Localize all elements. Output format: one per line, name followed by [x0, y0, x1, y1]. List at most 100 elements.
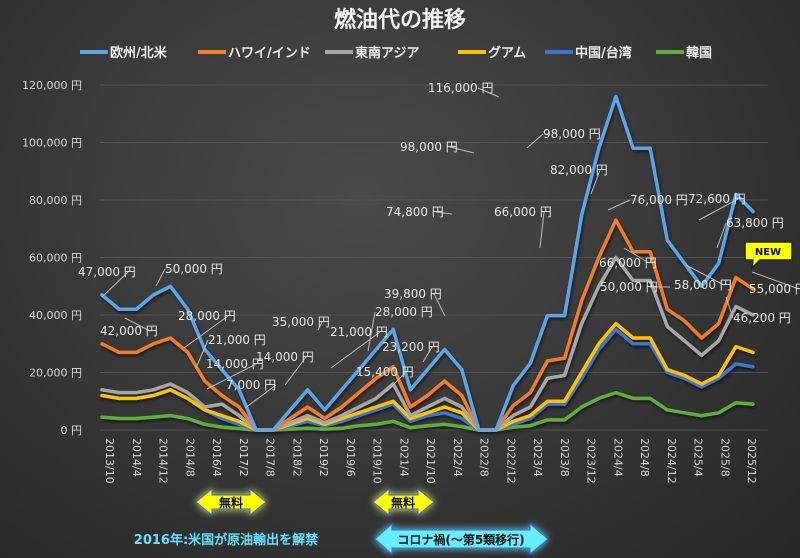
y-axis: 0 円 20,000 円 40,000 円 60,000 円 80,000 円 100,0… — [22, 79, 82, 437]
series-lines — [100, 94, 755, 432]
legend-label: 東南アジア — [355, 45, 419, 61]
x-tick-label: 2025/12 — [745, 438, 758, 484]
data-label: 39,800 円 — [384, 287, 442, 301]
data-label: 15,400 円 — [356, 365, 414, 379]
data-label-leader — [206, 363, 257, 390]
data-label: 7,000 円 — [226, 378, 276, 392]
free-label-2016: 無料 — [219, 495, 243, 510]
data-label: 55,000 円 — [749, 282, 800, 296]
data-labels: 47,000 円 42,000 円 50,000 円 28,000 円 21,000 円… — [78, 81, 800, 392]
x-tick-label: 2022/4 — [451, 438, 464, 477]
data-label: 98,000 円 — [400, 140, 458, 154]
data-label-leader — [155, 268, 166, 287]
y-tick-label: 40,000 円 — [29, 309, 82, 322]
data-label-leader — [449, 146, 475, 154]
x-tick-label: 2019/2 — [317, 438, 330, 477]
data-label-leader — [422, 346, 433, 363]
data-label: 21,000 円 — [330, 325, 388, 339]
data-label-leader — [623, 247, 650, 264]
data-label-leader — [367, 311, 376, 352]
x-tick-label: 2021/10 — [424, 438, 437, 484]
data-label-leader — [330, 331, 381, 369]
data-label-leader — [725, 296, 734, 319]
x-tick-label: 2017/8 — [264, 438, 277, 477]
data-label-leader — [183, 315, 229, 349]
data-label-leaders — [101, 87, 800, 409]
x-tick-label: 2014/8 — [183, 438, 196, 477]
new-badge: NEW — [744, 241, 793, 271]
series-line — [100, 255, 755, 432]
data-label-leader — [751, 271, 800, 290]
legend-label: ハワイ/インド — [228, 46, 311, 61]
x-tick-label: 2022/8 — [478, 438, 491, 477]
data-label: 14,000 円 — [206, 357, 264, 371]
data-label-leader — [433, 293, 446, 317]
data-label: 50,000 円 — [600, 280, 658, 294]
data-label: 47,000 円 — [78, 265, 136, 279]
x-tick-label: 2022/12 — [504, 438, 517, 484]
x-tick-label: 2024/4 — [611, 438, 624, 477]
x-tick-label: 2025/4 — [692, 438, 705, 477]
data-label-leader — [477, 87, 500, 98]
free-arrow-2020 — [372, 487, 435, 517]
legend-label: 韓国 — [686, 45, 712, 61]
legend: 欧州/北米 ハワイ/インド 東南アジア グアム 中国/台湾 韓国 — [80, 45, 712, 61]
data-label: 14,000 円 — [256, 350, 314, 364]
data-label: 28,000 円 — [375, 305, 433, 319]
data-label: 82,000 円 — [550, 163, 608, 177]
data-label: 28,000 円 — [178, 309, 236, 323]
data-label-leader — [124, 317, 151, 332]
data-label: 72,600 円 — [688, 192, 746, 206]
data-label-leader — [539, 211, 545, 249]
y-tick-label: 60,000 円 — [29, 252, 82, 265]
data-label-leader — [385, 371, 407, 393]
data-label: 42,000 円 — [100, 324, 158, 338]
data-label: 66,000 円 — [494, 205, 552, 219]
y-tick-label: 100,000 円 — [22, 137, 82, 150]
x-tick-label: 2023/12 — [585, 438, 598, 484]
data-label: 98,000 円 — [543, 127, 601, 141]
free-arrow-2016 — [195, 487, 267, 517]
x-tick-label: 2021/4 — [397, 438, 410, 477]
data-label: 46,200 円 — [733, 311, 791, 325]
data-label-leader — [607, 199, 631, 211]
x-tick-label: 2018/2 — [290, 438, 303, 477]
data-label-leader — [435, 211, 453, 215]
data-label-leader — [526, 133, 544, 149]
x-tick-label: 2019/10 — [371, 438, 384, 484]
x-axis: 2013/10 2014/4 2014/12 2014/8 2016/4 2017/2 20… — [103, 438, 758, 484]
data-label: 35,000 円 — [272, 315, 330, 329]
legend-label: グアム — [488, 45, 526, 61]
data-label-leader — [590, 169, 601, 195]
data-label: 66,000 円 — [599, 256, 657, 270]
data-label: 63,800 円 — [726, 216, 784, 230]
data-label-leader — [195, 339, 209, 369]
new-badge-text: NEW — [755, 247, 781, 258]
chart-title: 燃油代の推移 — [334, 7, 466, 33]
covid-label: コロナ禍(〜第5類移行) — [397, 532, 524, 547]
data-label: 50,000 円 — [165, 262, 223, 276]
data-label: 23,200 円 — [382, 340, 440, 354]
y-tick-label: 20,000 円 — [29, 367, 82, 380]
x-tick-label: 2019/6 — [344, 438, 357, 477]
x-tick-label: 2023/8 — [558, 438, 571, 477]
data-label-leader — [685, 264, 725, 286]
data-label-leader — [284, 356, 307, 386]
gridlines — [100, 84, 768, 431]
data-label: 116,000 円 — [428, 81, 493, 95]
free-label-2020: 無料 — [391, 495, 415, 510]
series-line — [100, 390, 755, 432]
series-line — [100, 94, 755, 432]
legend-label: 中国/台湾 — [575, 45, 632, 61]
y-tick-label: 120,000 円 — [22, 79, 82, 92]
x-tick-label: 2023/4 — [531, 438, 544, 477]
data-label: 74,800 円 — [386, 205, 444, 219]
x-tick-label: 2014/4 — [130, 438, 143, 477]
x-tick-label: 2024/12 — [665, 438, 678, 484]
x-tick-label: 2017/2 — [237, 438, 250, 477]
data-label: 76,000 円 — [630, 193, 688, 207]
data-label: 58,000 円 — [674, 278, 732, 292]
x-tick-label: 2025/8 — [718, 438, 731, 477]
x-tick-label: 2024/8 — [638, 438, 651, 477]
